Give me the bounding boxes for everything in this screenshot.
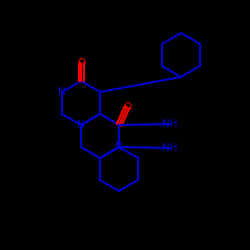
Text: N: N <box>77 120 85 130</box>
Text: O: O <box>123 102 131 112</box>
Text: N: N <box>115 142 123 152</box>
Text: NH: NH <box>162 119 178 129</box>
Text: NH: NH <box>162 143 178 153</box>
Text: O: O <box>77 58 85 68</box>
Text: N: N <box>58 87 66 97</box>
